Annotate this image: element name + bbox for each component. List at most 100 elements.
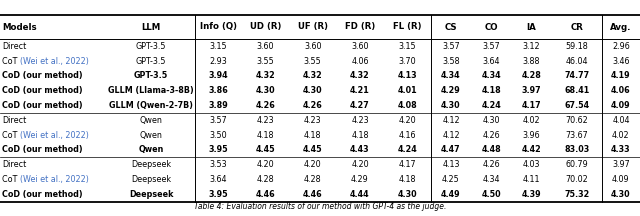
Text: CR: CR bbox=[570, 22, 583, 32]
Text: 4.11: 4.11 bbox=[523, 175, 540, 184]
Text: 4.18: 4.18 bbox=[351, 130, 369, 140]
Text: 3.57: 3.57 bbox=[442, 42, 460, 51]
Text: 4.30: 4.30 bbox=[397, 190, 417, 199]
Text: 4.47: 4.47 bbox=[441, 145, 461, 154]
Text: Direct: Direct bbox=[2, 42, 26, 51]
Text: 4.28: 4.28 bbox=[257, 175, 275, 184]
Text: 3.96: 3.96 bbox=[523, 130, 540, 140]
Text: Deepseek: Deepseek bbox=[129, 190, 173, 199]
Text: 4.29: 4.29 bbox=[441, 86, 461, 95]
Text: 4.50: 4.50 bbox=[481, 190, 501, 199]
Text: IA: IA bbox=[527, 22, 536, 32]
Text: Qwen: Qwen bbox=[138, 145, 164, 154]
Text: 4.27: 4.27 bbox=[350, 101, 370, 110]
Text: CoD (our method): CoD (our method) bbox=[2, 101, 83, 110]
Text: FD (R): FD (R) bbox=[345, 22, 375, 32]
Text: 4.06: 4.06 bbox=[351, 57, 369, 66]
Text: Direct: Direct bbox=[2, 116, 26, 125]
Text: CoT: CoT bbox=[2, 57, 20, 66]
Text: 4.29: 4.29 bbox=[351, 175, 369, 184]
Text: 4.46: 4.46 bbox=[303, 190, 323, 199]
Text: 4.09: 4.09 bbox=[612, 175, 630, 184]
Text: 70.62: 70.62 bbox=[565, 116, 588, 125]
Text: 4.20: 4.20 bbox=[257, 160, 275, 169]
Text: UD (R): UD (R) bbox=[250, 22, 281, 32]
Text: 4.26: 4.26 bbox=[303, 101, 323, 110]
Text: 4.24: 4.24 bbox=[397, 145, 417, 154]
Text: 4.23: 4.23 bbox=[304, 116, 321, 125]
Text: GPT-3.5: GPT-3.5 bbox=[136, 57, 166, 66]
Text: 75.32: 75.32 bbox=[564, 190, 589, 199]
Text: 4.30: 4.30 bbox=[255, 86, 275, 95]
Text: 4.19: 4.19 bbox=[611, 71, 630, 80]
Text: (Wei et al., 2022): (Wei et al., 2022) bbox=[20, 175, 89, 184]
Text: 4.24: 4.24 bbox=[481, 101, 501, 110]
Text: 4.23: 4.23 bbox=[257, 116, 275, 125]
Text: 4.48: 4.48 bbox=[481, 145, 501, 154]
Text: 4.32: 4.32 bbox=[255, 71, 275, 80]
Text: 3.95: 3.95 bbox=[209, 145, 228, 154]
Text: 4.45: 4.45 bbox=[255, 145, 275, 154]
Text: Direct: Direct bbox=[2, 160, 26, 169]
Text: CO: CO bbox=[484, 22, 498, 32]
Text: CoD (our method): CoD (our method) bbox=[2, 190, 83, 199]
Text: 3.57: 3.57 bbox=[209, 116, 227, 125]
Text: GLLM (Qwen-2-7B): GLLM (Qwen-2-7B) bbox=[109, 101, 193, 110]
Text: 4.39: 4.39 bbox=[522, 190, 541, 199]
Text: 4.32: 4.32 bbox=[303, 71, 323, 80]
Text: 4.01: 4.01 bbox=[397, 86, 417, 95]
Text: 3.64: 3.64 bbox=[483, 57, 500, 66]
Text: 4.30: 4.30 bbox=[611, 190, 630, 199]
Text: 3.55: 3.55 bbox=[304, 57, 321, 66]
Text: 4.33: 4.33 bbox=[611, 145, 630, 154]
Text: 59.18: 59.18 bbox=[565, 42, 588, 51]
Text: 4.28: 4.28 bbox=[304, 175, 321, 184]
Text: 4.13: 4.13 bbox=[442, 160, 460, 169]
Text: 4.20: 4.20 bbox=[398, 116, 416, 125]
Text: GPT-3.5: GPT-3.5 bbox=[136, 42, 166, 51]
Text: CoD (our method): CoD (our method) bbox=[2, 71, 83, 80]
Text: 3.70: 3.70 bbox=[398, 57, 416, 66]
Text: 4.26: 4.26 bbox=[483, 130, 500, 140]
Text: Deepseek: Deepseek bbox=[131, 160, 172, 169]
Text: 4.46: 4.46 bbox=[255, 190, 275, 199]
Text: 3.97: 3.97 bbox=[612, 160, 630, 169]
Text: 83.03: 83.03 bbox=[564, 145, 589, 154]
Text: 3.58: 3.58 bbox=[442, 57, 460, 66]
Text: 4.20: 4.20 bbox=[351, 160, 369, 169]
Text: 4.26: 4.26 bbox=[255, 101, 275, 110]
Text: 4.02: 4.02 bbox=[523, 116, 540, 125]
Text: 70.02: 70.02 bbox=[565, 175, 588, 184]
Text: 4.18: 4.18 bbox=[481, 86, 501, 95]
Text: 67.54: 67.54 bbox=[564, 101, 589, 110]
Text: 3.88: 3.88 bbox=[523, 57, 540, 66]
Text: 3.64: 3.64 bbox=[209, 175, 227, 184]
Text: 4.03: 4.03 bbox=[523, 160, 540, 169]
Text: (Wei et al., 2022): (Wei et al., 2022) bbox=[20, 57, 89, 66]
Text: 4.26: 4.26 bbox=[483, 160, 500, 169]
Text: CoT: CoT bbox=[2, 175, 20, 184]
Text: 3.15: 3.15 bbox=[398, 42, 416, 51]
Text: 3.46: 3.46 bbox=[612, 57, 630, 66]
Text: 4.43: 4.43 bbox=[350, 145, 370, 154]
Text: 3.55: 3.55 bbox=[257, 57, 275, 66]
Text: 4.30: 4.30 bbox=[441, 101, 461, 110]
Text: 4.23: 4.23 bbox=[351, 116, 369, 125]
Text: 4.32: 4.32 bbox=[350, 71, 370, 80]
Text: 4.12: 4.12 bbox=[442, 130, 460, 140]
Text: 4.16: 4.16 bbox=[399, 130, 416, 140]
Text: CoT: CoT bbox=[2, 130, 20, 140]
Text: CS: CS bbox=[445, 22, 458, 32]
Text: 4.12: 4.12 bbox=[442, 116, 460, 125]
Text: 4.25: 4.25 bbox=[442, 175, 460, 184]
Text: 3.57: 3.57 bbox=[483, 42, 500, 51]
Text: 3.53: 3.53 bbox=[209, 160, 227, 169]
Text: 4.18: 4.18 bbox=[399, 175, 416, 184]
Text: Deepseek: Deepseek bbox=[131, 175, 172, 184]
Text: 3.86: 3.86 bbox=[209, 86, 228, 95]
Text: 4.34: 4.34 bbox=[441, 71, 461, 80]
Text: 73.67: 73.67 bbox=[565, 130, 588, 140]
Text: 46.04: 46.04 bbox=[566, 57, 588, 66]
Text: 4.44: 4.44 bbox=[350, 190, 370, 199]
Text: CoD (our method): CoD (our method) bbox=[2, 145, 83, 154]
